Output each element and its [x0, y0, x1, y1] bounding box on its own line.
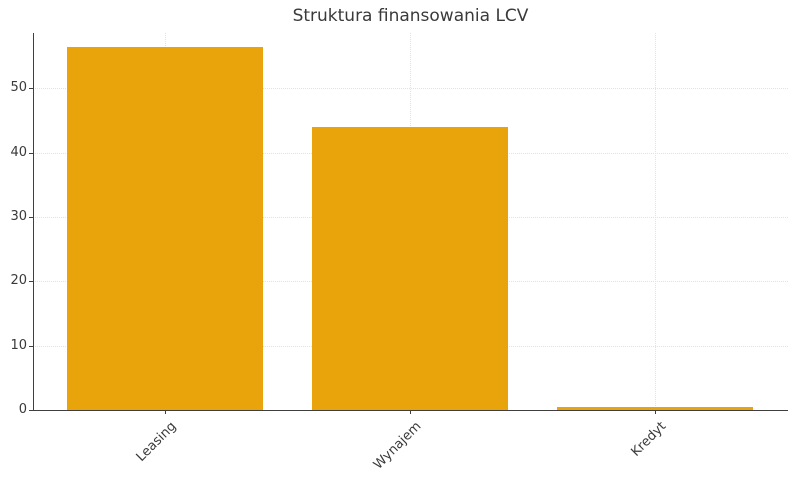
bar: [557, 406, 753, 410]
x-axis: [33, 410, 788, 412]
x-tick-label: Wynajem: [370, 419, 425, 473]
y-tick-label: 50: [10, 80, 27, 96]
bar: [312, 126, 508, 410]
y-tick-label: 20: [10, 273, 27, 289]
y-tick-mark: [29, 88, 33, 90]
vertical-gridline: [655, 33, 656, 410]
y-tick-mark: [29, 281, 33, 283]
x-tick-label: Kredyt: [628, 419, 670, 460]
bar: [67, 46, 263, 410]
y-tick-mark: [29, 152, 33, 154]
y-tick-label: 0: [18, 402, 27, 417]
y-tick-label: 40: [10, 144, 27, 160]
chart-title: Struktura finansowania LCV: [292, 6, 529, 26]
x-tick-mark: [655, 410, 656, 414]
x-tick-label: Leasing: [133, 419, 180, 465]
y-axis: [33, 33, 35, 410]
x-tick-mark: [165, 410, 166, 414]
x-tick-mark: [410, 410, 411, 414]
y-tick-label: 10: [10, 337, 27, 353]
y-tick-label: 30: [10, 208, 27, 224]
y-tick-mark: [29, 216, 33, 218]
y-tick-mark: [29, 345, 33, 347]
y-tick-mark: [29, 410, 33, 411]
